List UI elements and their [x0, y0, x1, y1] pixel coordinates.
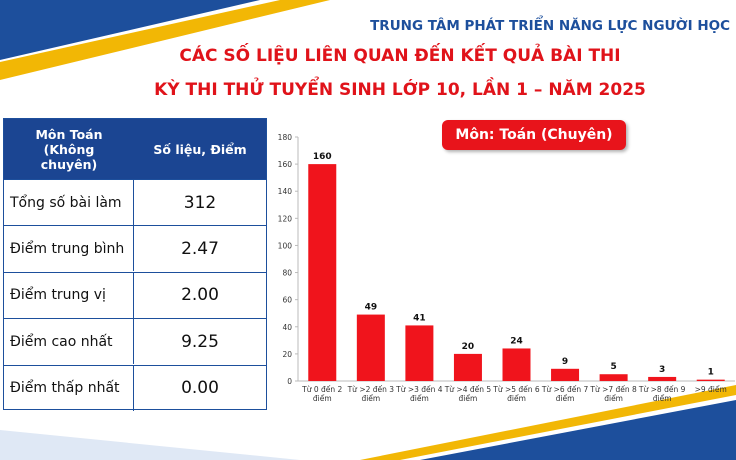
x-tick-label: Từ >4 đến 5 điểm	[444, 385, 492, 403]
bar	[356, 314, 385, 381]
y-tick-label: 20	[282, 350, 292, 359]
stripe	[0, 0, 260, 60]
x-tick-label: Từ >8 đến 9 điểm	[638, 385, 686, 403]
stripe	[360, 385, 736, 460]
data-label: 160	[313, 152, 332, 162]
row-value: 312	[134, 179, 266, 225]
y-tick-label: 40	[282, 323, 292, 332]
x-tick-label: Từ >6 đến 7 điểm	[541, 385, 589, 403]
y-tick-label: 100	[278, 241, 293, 250]
bar	[308, 164, 337, 381]
stripe	[420, 400, 736, 460]
data-label: 20	[462, 342, 475, 352]
data-label: 24	[510, 336, 523, 346]
y-tick-label: 180	[278, 133, 293, 142]
x-tick-label: Từ >7 đến 8 điểm	[590, 385, 637, 403]
y-tick-label: 80	[282, 269, 292, 278]
data-label: 9	[562, 357, 568, 367]
table-header: Số liệu, Điểm	[134, 119, 266, 179]
stripe	[0, 0, 330, 80]
chart-title: Môn: Toán (Chuyên)	[442, 120, 626, 150]
y-tick-label: 140	[278, 187, 293, 196]
y-tick-label: 120	[278, 214, 293, 223]
data-label: 3	[659, 365, 665, 375]
stripe	[0, 430, 300, 460]
bar	[696, 379, 725, 381]
organization: TRUNG TÂM PHÁT TRIỂN NĂNG LỰC NGƯỜI HỌC	[370, 18, 730, 34]
data-label: 49	[365, 303, 378, 313]
y-tick-label: 60	[282, 296, 292, 305]
row-label: Tổng số bài làm	[4, 179, 134, 225]
bar	[648, 376, 677, 381]
row-label: Điểm trung vị	[4, 271, 134, 318]
bar	[599, 374, 628, 381]
x-tick-label: Từ >5 đến 6 điểm	[493, 385, 540, 403]
data-label: 1	[708, 368, 714, 378]
row-label: Điểm thấp nhất	[4, 364, 134, 411]
data-label: 41	[413, 313, 426, 323]
y-tick-label: 160	[278, 160, 293, 169]
y-tick-label: 0	[287, 377, 292, 386]
x-tick-label: Từ >2 đến 3 điểm	[347, 385, 395, 403]
x-tick-label: Từ 0 đến 2 điểm	[302, 385, 343, 403]
row-value: 2.47	[134, 225, 266, 271]
x-tick-label: >9 điểm	[694, 385, 727, 394]
row-value: 9.25	[134, 318, 266, 364]
bar	[453, 353, 482, 381]
table-header: Môn Toán (Không chuyên)	[4, 119, 134, 179]
x-tick-label: Từ >3 đến 4 điểm	[396, 385, 443, 403]
bar	[502, 348, 531, 381]
row-label: Điểm trung bình	[4, 225, 134, 272]
bar	[405, 325, 434, 381]
title-line: CÁC SỐ LIỆU LIÊN QUAN ĐẾN KẾT QUẢ BÀI TH…	[179, 46, 621, 66]
bar	[551, 368, 580, 381]
data-label: 5	[610, 362, 616, 372]
row-value: 2.00	[134, 271, 266, 318]
row-label: Điểm cao nhất	[4, 318, 134, 365]
row-value: 0.00	[134, 364, 266, 411]
title-line: KỲ THI THỬ TUYỂN SINH LỚP 10, LẦN 1 – NĂ…	[154, 80, 646, 100]
stats-table: Môn Toán (Không chuyên) Số liệu, Điểm Tổng…	[3, 118, 267, 411]
